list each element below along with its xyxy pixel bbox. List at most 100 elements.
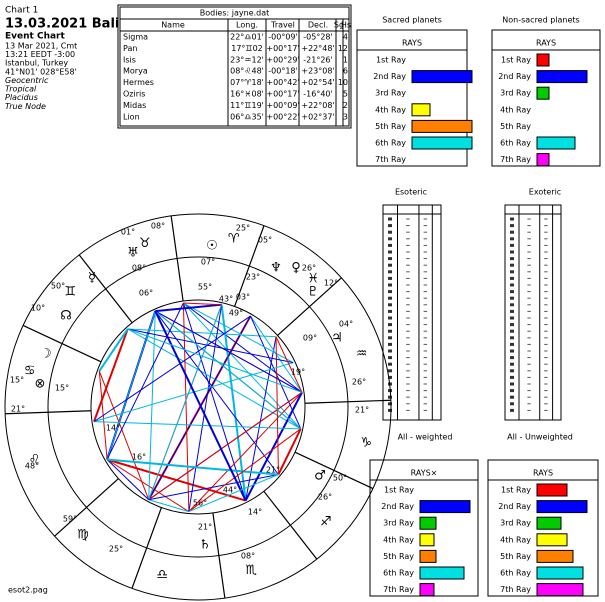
ray-bar <box>536 549 574 563</box>
glyph-dot <box>388 336 392 340</box>
chart-subtitle: Event Chart <box>5 32 65 42</box>
glyph-dot <box>510 382 514 386</box>
ray-bar <box>536 533 568 547</box>
column-header: Travel <box>270 21 295 30</box>
setting: Tropical <box>5 85 37 94</box>
body-house: 5 <box>343 90 348 99</box>
body-long: 16°♓08' <box>230 90 264 99</box>
column-header: Decl. <box>308 21 328 30</box>
ray-label: 2nd Ray <box>373 72 406 81</box>
glyph-dot <box>388 276 392 280</box>
glyph-dot <box>510 329 514 333</box>
aspect-line <box>106 302 184 460</box>
degree-label: 21° <box>11 405 25 414</box>
body-long: 08°♌48' <box>230 67 264 76</box>
degree-label: 21° <box>198 523 212 532</box>
body-house: 2 <box>343 101 348 110</box>
glyph-dot <box>510 230 514 234</box>
degree-label: 01° <box>121 228 135 237</box>
glyph-dot <box>510 237 514 241</box>
glyph-dot <box>510 402 514 406</box>
aspect-line <box>277 428 302 475</box>
aspect-line <box>94 421 301 430</box>
sign-glyph: ♊ <box>64 284 76 299</box>
glyph-dot <box>510 336 514 340</box>
aspect-line <box>127 328 294 364</box>
ray-bar <box>411 70 473 84</box>
degree-label: 12° <box>324 279 338 288</box>
aspect-line <box>155 310 303 393</box>
ray-bar <box>411 119 473 133</box>
panel-heading: RAYS <box>533 469 553 478</box>
planet-glyph: ♀ <box>291 261 301 276</box>
aspect-line <box>93 315 251 423</box>
glyph-dot <box>388 408 392 412</box>
glyph-dot <box>510 250 514 254</box>
sign-glyph: ♈ <box>228 231 240 246</box>
degree-label: 06° <box>139 289 153 298</box>
ray-bar <box>536 86 550 100</box>
body-house: 1 <box>343 55 348 64</box>
sign-glyph: ♓ <box>307 272 319 287</box>
sign-glyph: ♐ <box>320 515 332 530</box>
sign-glyph: ♑ <box>360 435 372 450</box>
glyph-dot <box>388 283 392 287</box>
footer: esot2.pag <box>8 586 48 595</box>
setting: True Node <box>5 102 46 111</box>
body-decl: -16°40' <box>303 90 332 99</box>
glyph-dot <box>510 263 514 267</box>
house-cusp <box>234 225 265 307</box>
aspect-line <box>188 428 302 513</box>
mini-table <box>382 204 442 421</box>
body-long: 17°♊02 <box>231 44 263 53</box>
sign-glyph: ♌ <box>29 453 41 468</box>
glyph-dot <box>510 369 514 373</box>
planet-glyph: ♆ <box>270 261 282 276</box>
glyph-dot <box>388 356 392 360</box>
detail: 41°N01' 028°E58' <box>5 67 77 76</box>
degree-label: 08° <box>241 552 255 561</box>
panel-heading: RAYS <box>402 39 422 48</box>
degree-label: 59° <box>63 515 77 524</box>
ray-label: 4th Ray <box>500 535 531 544</box>
glyph-dot <box>510 375 514 379</box>
ray-label: 4th Ray <box>383 535 414 544</box>
degree-label: 07° <box>201 258 215 267</box>
aspect-line <box>188 474 279 513</box>
glyph-dot <box>388 349 392 353</box>
glyph-dot <box>510 270 514 274</box>
body-decl: +22°48' <box>301 44 334 53</box>
planet-glyph: ☽ <box>40 347 52 362</box>
glyph-dot <box>510 342 514 346</box>
setting: Geocentric <box>5 76 49 85</box>
glyph-dot <box>388 296 392 300</box>
table-caption: All - Unweighted <box>507 433 573 442</box>
aspect-line <box>250 315 302 430</box>
glyph-dot <box>510 323 514 327</box>
degree-label: 08° <box>151 222 165 231</box>
body-name: Lion <box>123 112 140 121</box>
column-header: Long. <box>236 21 258 30</box>
degree-label: 55° <box>198 283 212 292</box>
degree-label: 15° <box>10 376 24 385</box>
glyph-dot <box>510 349 514 353</box>
table-title: Bodies: jayne.dat <box>200 9 270 18</box>
glyph-dot <box>510 303 514 307</box>
ray-label: 6th Ray <box>375 139 406 148</box>
body-house: 6 <box>343 67 348 76</box>
ray-label: 6th Ray <box>500 139 531 148</box>
glyph-dot <box>510 309 514 313</box>
aspect-line <box>275 336 303 393</box>
house-cusp <box>212 512 226 599</box>
column-header: Name <box>161 21 185 30</box>
aspect-line <box>183 302 303 393</box>
planet-glyph: ☊ <box>60 309 72 324</box>
glyph-dot <box>510 257 514 261</box>
sign-glyph: ♎ <box>156 568 168 583</box>
ray-label: 3rd Ray <box>500 89 531 98</box>
degree-label: 26° <box>318 493 332 502</box>
body-long: 22°♎01' <box>230 33 264 42</box>
degree-label: 50° <box>51 282 65 291</box>
degree-label: 43° <box>219 295 233 304</box>
